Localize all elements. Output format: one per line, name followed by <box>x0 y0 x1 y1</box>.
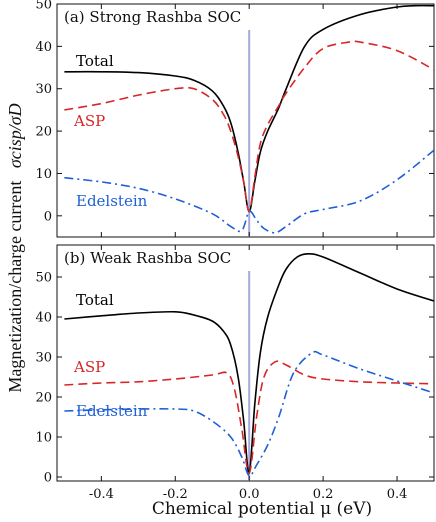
y-tick-label: 20 <box>35 391 52 406</box>
y-tick-label: 50 <box>35 271 52 286</box>
series-label-edelstein-a: Edelstein <box>76 192 148 210</box>
y-axis-label: Magnetization/charge current σcisp/σD <box>5 103 25 392</box>
series-label-asp-b: ASP <box>73 358 105 376</box>
series-edelstein-b <box>64 350 434 477</box>
y-tick-label: 0 <box>44 471 52 486</box>
series-asp-b <box>64 360 434 474</box>
panel-b: -0.4 -0.2 0.0 0.2 0.4 0 10 20 30 40 50 (b) Weak Ras… <box>35 244 435 502</box>
series-asp-a <box>64 40 434 213</box>
panel-title-b: (b) Weak Rashba SOC <box>64 249 231 267</box>
series-label-total-a: Total <box>76 52 114 70</box>
y-tick-label: 40 <box>35 311 52 326</box>
series-label-asp-a: ASP <box>73 112 105 130</box>
y-tick-label: 30 <box>35 82 52 97</box>
y-tick-label: 20 <box>35 125 52 140</box>
y-tick-label: 10 <box>35 167 52 182</box>
panel-a: 0 10 20 30 40 50 (a) Strong Rashba SOC Total ASP… <box>35 0 435 238</box>
y-tick-label: 40 <box>35 40 52 55</box>
series-edelstein-a <box>64 149 434 234</box>
plot-frame-b <box>56 244 435 482</box>
panel-title-a: (a) Strong Rashba SOC <box>64 8 241 26</box>
plot-frame-a <box>56 3 435 238</box>
y-tick-label: 10 <box>35 431 52 446</box>
x-tick-label: 0.0 <box>239 487 260 502</box>
x-tick-label: -0.2 <box>163 487 188 502</box>
x-tick-label: -0.4 <box>89 487 114 502</box>
series-label-edelstein-b: Edelstein <box>76 402 148 420</box>
series-label-total-b: Total <box>76 291 114 309</box>
x-tick-label: 0.4 <box>387 487 408 502</box>
x-axis-label: Chemical potential μ (eV) <box>152 499 372 519</box>
y-axis-label-main: Magnetization/charge current <box>5 181 25 393</box>
y-tick-label: 30 <box>35 351 52 366</box>
y-axis-label-ratio: σcisp/σD <box>5 103 25 168</box>
series-total-b <box>64 252 434 474</box>
y-tick-label: 0 <box>44 209 52 224</box>
y-tick-label: 50 <box>35 0 52 13</box>
x-tick-label: 0.2 <box>313 487 334 502</box>
